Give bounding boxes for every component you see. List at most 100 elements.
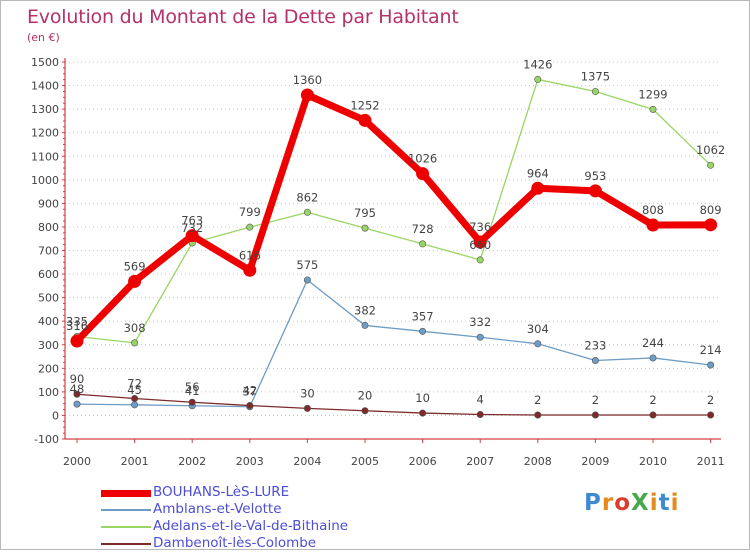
- data-point: [185, 229, 199, 243]
- data-label: 953: [584, 169, 606, 183]
- y-tick-label: -100: [34, 433, 59, 446]
- data-label: 357: [412, 309, 434, 323]
- data-label: 1026: [408, 152, 437, 166]
- data-point: [416, 167, 430, 181]
- data-label: 2: [592, 393, 599, 407]
- data-point: [188, 398, 196, 406]
- data-point: [591, 357, 599, 365]
- data-label: 4: [477, 392, 484, 406]
- x-tick-label: 2000: [63, 455, 91, 468]
- y-tick-label: 800: [38, 221, 59, 234]
- y-tick-label: 500: [38, 292, 59, 305]
- legend-label: Adelans-et-le-Val-de-Bithaine: [153, 518, 349, 534]
- data-point: [476, 333, 484, 341]
- logo-letter: o: [614, 490, 632, 516]
- data-label: 214: [700, 343, 722, 357]
- data-label: 1426: [523, 57, 552, 71]
- series-line: [73, 91, 715, 345]
- x-tick-label: 2008: [524, 455, 552, 468]
- data-point: [303, 208, 311, 216]
- logo-letter: i: [670, 490, 680, 516]
- data-label: 48: [70, 382, 85, 396]
- x-tick-label: 2010: [639, 455, 667, 468]
- data-point: [300, 88, 314, 102]
- data-label: 763: [181, 214, 203, 228]
- data-label: 244: [642, 336, 664, 350]
- data-point: [131, 401, 139, 409]
- legend-swatch: [101, 543, 151, 545]
- data-label: 1299: [638, 87, 667, 101]
- series-line: [76, 279, 712, 408]
- data-label: 308: [124, 321, 146, 335]
- data-label: 964: [527, 166, 549, 180]
- data-point: [419, 409, 427, 417]
- data-point: [70, 334, 84, 348]
- logo-letter: r: [601, 490, 615, 516]
- data-label: 1062: [696, 143, 725, 157]
- y-tick-label: 200: [38, 362, 59, 375]
- data-label: 233: [584, 339, 606, 353]
- chart-title: Evolution du Montant de la Dette par Hab…: [27, 6, 459, 28]
- data-point: [73, 390, 81, 398]
- data-label: 37: [242, 385, 257, 399]
- x-tick-label: 2001: [121, 455, 149, 468]
- data-point: [361, 224, 369, 232]
- data-point: [531, 181, 545, 195]
- chart-unit: (en €): [27, 31, 60, 44]
- data-label: 795: [354, 206, 376, 220]
- data-point: [246, 223, 254, 231]
- data-point: [649, 105, 657, 113]
- legend-swatch: [101, 526, 151, 528]
- x-tick-label: 2011: [697, 455, 725, 468]
- data-label: 382: [354, 303, 376, 317]
- data-label: 2: [707, 393, 714, 407]
- data-point: [591, 411, 599, 419]
- data-point: [707, 361, 715, 369]
- data-label: 808: [642, 203, 664, 217]
- data-point: [361, 321, 369, 329]
- data-point: [303, 276, 311, 284]
- data-label: 72: [127, 376, 142, 390]
- x-tick-label: 2003: [236, 455, 264, 468]
- logo-letter: i: [649, 490, 659, 516]
- data-label: 575: [296, 258, 318, 272]
- data-point: [534, 75, 542, 83]
- data-label: 42: [242, 384, 257, 398]
- data-point: [361, 407, 369, 415]
- data-point: [131, 394, 139, 402]
- data-label: 569: [124, 259, 146, 273]
- data-label: 41: [185, 384, 200, 398]
- y-tick-label: 600: [38, 268, 59, 281]
- data-point: [476, 410, 484, 418]
- x-tick-label: 2007: [466, 455, 494, 468]
- logo-letter: t: [658, 490, 671, 516]
- logo-letter: X: [631, 490, 650, 516]
- data-point: [243, 263, 257, 277]
- data-label: 90: [70, 372, 85, 386]
- data-point: [358, 113, 372, 127]
- series-line: [76, 78, 712, 344]
- data-point: [649, 411, 657, 419]
- x-tick-label: 2004: [293, 455, 321, 468]
- data-point: [476, 256, 484, 264]
- data-label: 56: [185, 380, 200, 394]
- data-point: [128, 274, 142, 288]
- data-label: 616: [239, 248, 261, 262]
- data-label: 2: [649, 393, 656, 407]
- data-label: 1375: [581, 69, 610, 83]
- logo-letter: P: [584, 490, 602, 516]
- data-point: [646, 218, 660, 232]
- data-point: [591, 87, 599, 95]
- data-label: 1360: [293, 73, 322, 87]
- data-point: [704, 218, 718, 232]
- x-tick-label: 2006: [409, 455, 437, 468]
- y-tick-label: 1400: [31, 80, 59, 93]
- data-point: [588, 184, 602, 198]
- x-tick-label: 2002: [178, 455, 206, 468]
- data-point: [246, 402, 254, 410]
- legend-label: Dambenoît-lès-Colombe: [153, 535, 317, 551]
- y-tick-label: 1300: [31, 103, 59, 116]
- legend-swatch: [101, 489, 151, 497]
- x-tick-label: 2005: [351, 455, 379, 468]
